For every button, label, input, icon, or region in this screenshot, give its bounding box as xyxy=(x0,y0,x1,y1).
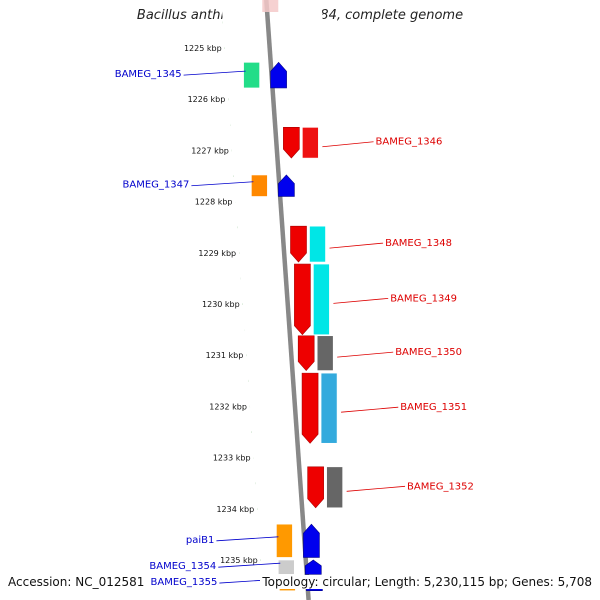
gene-forward-arrow xyxy=(283,127,300,159)
genome-backbone xyxy=(264,0,311,600)
label-leader xyxy=(218,562,281,568)
gene-cog-box xyxy=(313,263,330,336)
gene-label: BAMEG_1347 xyxy=(123,180,190,191)
gene-cog-box xyxy=(251,174,268,197)
gene-label: BAMEG_1350 xyxy=(395,347,462,358)
gene-forward-arrow xyxy=(301,372,319,444)
tick-label: 1230 kbp xyxy=(202,300,240,309)
tick-label: 1225 kbp xyxy=(184,44,222,53)
tick-label: 1231 kbp xyxy=(206,351,244,360)
tick-label: 1233 kbp xyxy=(213,454,251,463)
gene-forward-arrow xyxy=(307,466,324,509)
gene-label: BAMEG_1354 xyxy=(149,561,216,572)
label-leader xyxy=(216,536,279,542)
tick-label: 1226 kbp xyxy=(188,95,226,104)
gene-reverse-arrow xyxy=(304,559,322,575)
label-leader xyxy=(183,70,246,76)
gene-cog-box xyxy=(302,127,319,159)
tick-label: 1227 kbp xyxy=(191,146,229,155)
gene-label: BAMEG_1349 xyxy=(390,293,457,304)
gene-label: BAMEG_1352 xyxy=(407,481,474,492)
gene-forward-arrow xyxy=(297,335,315,372)
gene-label: BAMEG_1351 xyxy=(400,402,467,413)
label-leader xyxy=(333,297,389,304)
gene-cog-box xyxy=(320,372,338,444)
label-leader xyxy=(346,485,406,492)
top-marker xyxy=(262,0,279,12)
track-ribbon xyxy=(221,0,364,600)
accession-text: Accession: NC_012581 xyxy=(8,575,147,589)
gene-features xyxy=(243,61,343,592)
backbone-axis xyxy=(221,0,364,600)
label-leader xyxy=(329,242,384,249)
gene-label: paiB1 xyxy=(186,535,214,546)
tick-label: 1235 kbp xyxy=(220,556,258,565)
gene-reverse-arrow xyxy=(278,174,295,197)
gene-reverse-arrow xyxy=(303,523,320,558)
gene-reverse-arrow xyxy=(270,61,287,89)
gene-cog-box xyxy=(316,335,334,371)
gene-label: BAMEG_1346 xyxy=(376,137,443,148)
genome-summary-text: Topology: circular; Length: 5,230,115 bp… xyxy=(260,575,592,589)
label-leader xyxy=(191,181,254,187)
gene-cog-box xyxy=(326,466,343,509)
label-leader xyxy=(337,351,394,358)
label-leader xyxy=(341,406,399,413)
tick-label: 1232 kbp xyxy=(209,402,247,411)
gene-cog-box xyxy=(277,559,295,575)
gene-label: BAMEG_1345 xyxy=(115,69,182,80)
tick-label: 1228 kbp xyxy=(195,198,233,207)
tick-label: 1229 kbp xyxy=(198,249,236,258)
gene-forward-arrow xyxy=(290,225,307,263)
tick-label: 1234 kbp xyxy=(216,505,254,514)
label-leader xyxy=(322,141,374,148)
gene-label: BAMEG_1355 xyxy=(151,577,218,588)
gene-labels: BAMEG_1345 BAMEG_1346 BAMEG_1347 BAMEG_1348… xyxy=(115,69,474,588)
gene-cog-box xyxy=(309,225,326,263)
gene-cog-box xyxy=(276,523,293,558)
gene-label: BAMEG_1348 xyxy=(385,238,452,249)
gene-forward-arrow xyxy=(294,263,311,336)
gene-cog-box xyxy=(243,62,260,89)
